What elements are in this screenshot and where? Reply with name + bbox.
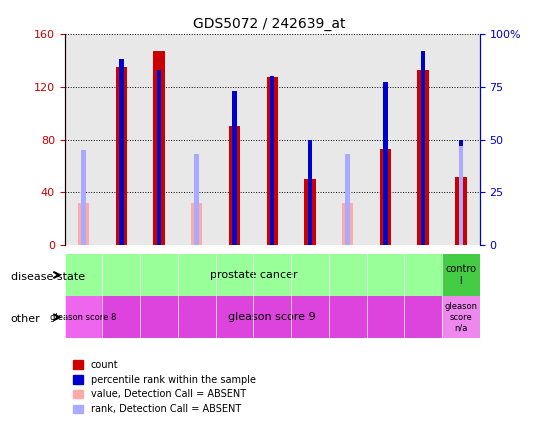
Bar — [442, 296, 480, 338]
Bar — [157, 70, 161, 245]
Bar — [379, 149, 391, 245]
Bar — [342, 203, 354, 245]
Text: gleason score 8: gleason score 8 — [50, 313, 117, 322]
Bar — [119, 59, 123, 245]
Bar — [304, 179, 316, 245]
Bar — [421, 51, 425, 245]
Bar — [102, 296, 442, 338]
Bar — [270, 76, 274, 245]
Bar — [232, 91, 237, 245]
Bar — [345, 154, 350, 245]
Text: disease state: disease state — [11, 272, 85, 282]
Text: other: other — [11, 314, 40, 324]
Bar — [308, 140, 312, 245]
Bar — [442, 254, 480, 296]
Text: prostate cancer: prostate cancer — [210, 270, 297, 280]
Bar — [266, 77, 278, 245]
Bar — [65, 296, 102, 338]
Text: gleason score 9: gleason score 9 — [229, 312, 316, 322]
Bar — [153, 51, 164, 245]
Text: GDS5072 / 242639_at: GDS5072 / 242639_at — [194, 17, 345, 31]
Bar — [195, 154, 199, 245]
Bar — [229, 126, 240, 245]
Bar — [459, 140, 463, 245]
Bar — [78, 203, 89, 245]
Bar — [191, 203, 202, 245]
Text: gleason
score
n/a: gleason score n/a — [444, 302, 478, 332]
Bar — [459, 146, 463, 245]
Bar — [417, 69, 429, 245]
Bar — [81, 150, 86, 245]
Bar — [455, 177, 466, 245]
Text: contro
l: contro l — [445, 264, 476, 286]
Legend: count, percentile rank within the sample, value, Detection Call = ABSENT, rank, : count, percentile rank within the sample… — [70, 356, 260, 418]
Bar — [115, 67, 127, 245]
Bar — [383, 82, 388, 245]
